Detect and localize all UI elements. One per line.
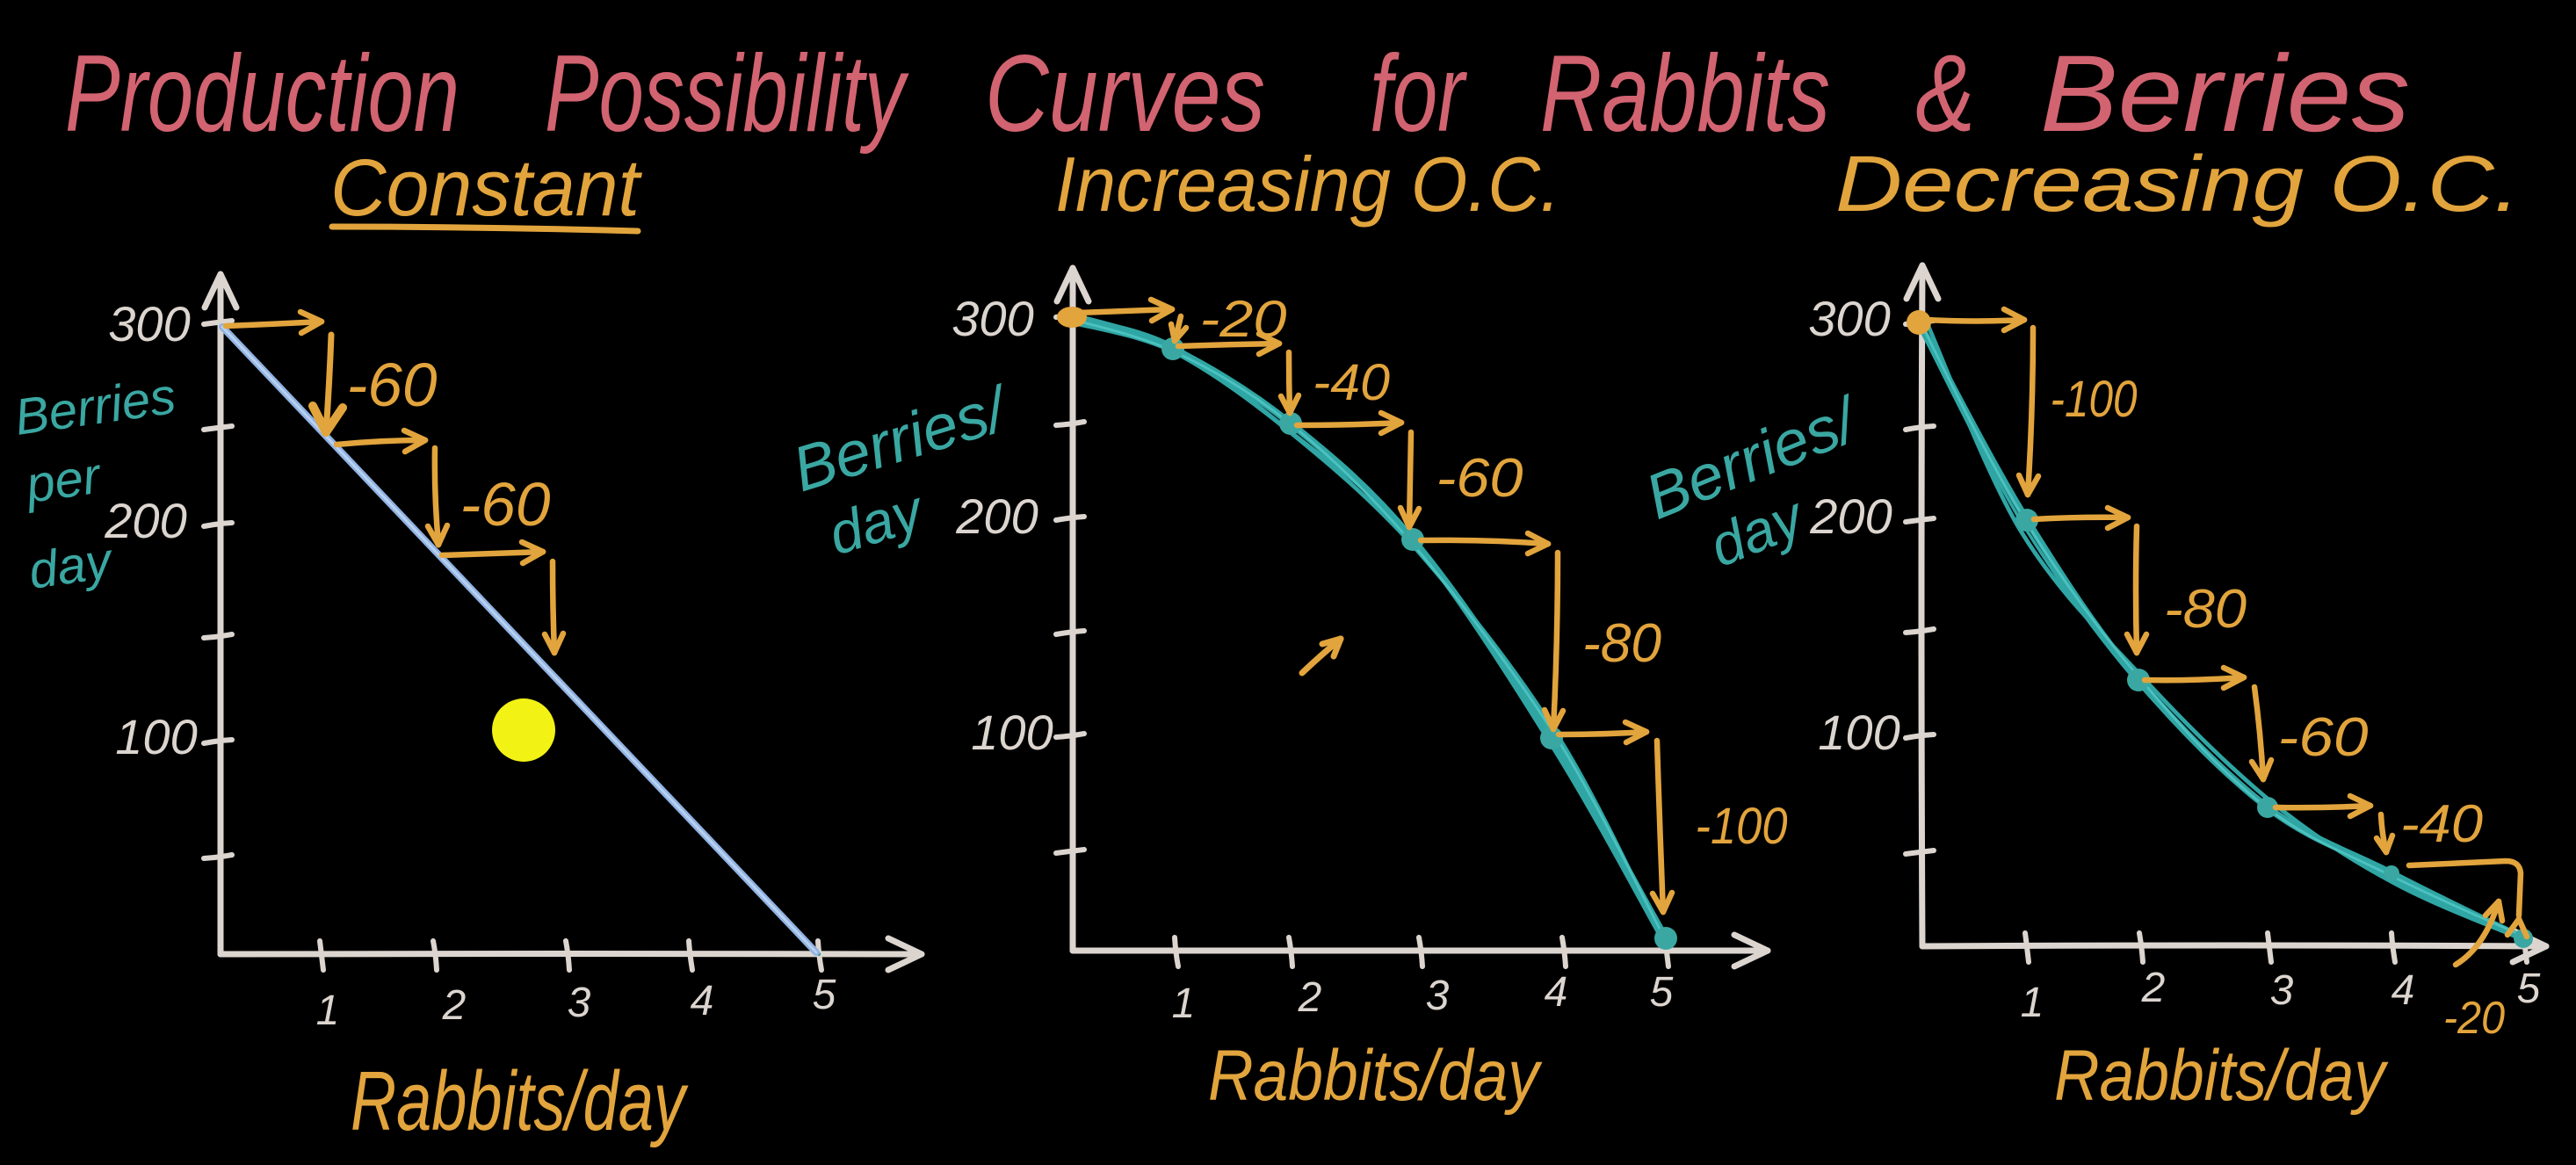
svg-text:&: &	[1915, 33, 1975, 155]
svg-text:300: 300	[952, 291, 1033, 346]
svg-text:Rabbits/day: Rabbits/day	[2054, 1036, 2389, 1116]
svg-text:-60: -60	[347, 351, 438, 419]
svg-text:-40: -40	[2400, 794, 2483, 853]
svg-text:5: 5	[813, 972, 836, 1018]
svg-text:3: 3	[2270, 967, 2294, 1014]
svg-text:1: 1	[1172, 980, 1196, 1027]
svg-text:300: 300	[108, 296, 190, 351]
svg-text:200: 200	[104, 493, 186, 548]
svg-text:3: 3	[568, 980, 591, 1026]
svg-text:1: 1	[2021, 980, 2044, 1026]
svg-text:100: 100	[1818, 705, 1899, 760]
svg-text:-80: -80	[1582, 613, 1661, 674]
svg-text:2: 2	[442, 982, 467, 1029]
svg-text:-60: -60	[2278, 707, 2369, 768]
svg-text:100: 100	[971, 705, 1053, 760]
svg-text:5: 5	[1650, 969, 1674, 1016]
svg-text:300: 300	[1808, 291, 1890, 346]
svg-text:Production: Production	[65, 33, 459, 155]
svg-text:-100: -100	[2051, 371, 2138, 428]
svg-text:per: per	[21, 446, 106, 514]
svg-text:1: 1	[316, 988, 340, 1034]
svg-text:Constant: Constant	[330, 143, 642, 233]
svg-text:-80: -80	[2164, 579, 2247, 640]
svg-text:-40: -40	[1313, 354, 1390, 411]
svg-text:Increasing O.C.: Increasing O.C.	[1055, 141, 1560, 228]
svg-text:-100: -100	[1696, 798, 1788, 855]
svg-text:4: 4	[1545, 969, 1568, 1016]
svg-text:5: 5	[2517, 966, 2541, 1012]
svg-text:Rabbits: Rabbits	[1540, 33, 1830, 155]
svg-text:for: for	[1370, 33, 1468, 155]
svg-text:Rabbits/day: Rabbits/day	[351, 1054, 689, 1148]
svg-text:-20: -20	[2443, 993, 2505, 1044]
svg-text:-60: -60	[460, 470, 551, 539]
svg-text:100: 100	[115, 709, 197, 764]
svg-text:2: 2	[1298, 974, 1322, 1021]
svg-text:Possibility: Possibility	[545, 33, 909, 155]
svg-text:day: day	[25, 532, 118, 600]
svg-text:4: 4	[2391, 967, 2415, 1014]
svg-text:200: 200	[955, 488, 1038, 544]
svg-text:-20: -20	[1200, 291, 1287, 348]
svg-text:200: 200	[1809, 488, 1892, 544]
svg-text:Curves: Curves	[985, 33, 1265, 155]
svg-text:4: 4	[691, 978, 714, 1024]
svg-text:Rabbits/day: Rabbits/day	[1208, 1036, 1543, 1116]
svg-text:3: 3	[1426, 973, 1450, 1019]
svg-text:Berries: Berries	[2040, 33, 2410, 155]
svg-text:2: 2	[2141, 965, 2166, 1011]
svg-text:-60: -60	[1436, 448, 1523, 509]
svg-text:Decreasing O.C.: Decreasing O.C.	[1835, 141, 2520, 228]
